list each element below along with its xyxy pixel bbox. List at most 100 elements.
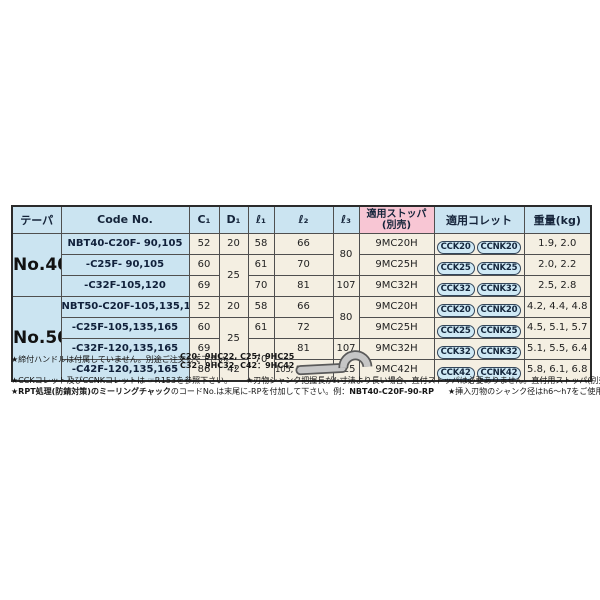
weight-cell: 5.1, 5.5, 6.4 (523, 337, 592, 360)
collet-badge: CCK25 (436, 261, 475, 274)
weight-cell: 4.2, 4.4, 4.8 (523, 295, 592, 318)
note-stopper-ref: ★刃物シャンク把握長がℓ₁寸法より長い場合、直付ストッパは必要ありません。直付用… (246, 376, 600, 385)
l2-cell: 72 (273, 316, 334, 339)
l2-cell: 70 (273, 253, 334, 276)
spanner-codes-line1: C20：9HC22, C25：9HC25 (180, 352, 295, 361)
weight-cell: 5.8, 6.1, 6.8 (523, 358, 592, 381)
c1-cell: 60 (188, 316, 220, 339)
d1-cell: 25 (218, 316, 249, 360)
col-header-d1: D₁ (218, 205, 249, 234)
collet-badge: CCK42 (436, 366, 475, 380)
l2-cell: 66 (273, 232, 334, 255)
code-cell: -C25F-105,135,165 (60, 316, 190, 339)
spec-table: テーパ Code No. C₁ D₁ ℓ₁ ℓ₂ ℓ₃ 適用ストッパ (別売) … (11, 205, 592, 382)
l1-cell: 61 (247, 316, 275, 339)
col-header-l1: ℓ₁ (247, 205, 275, 234)
c1-cell: 52 (188, 232, 220, 255)
table-row: -C25F-105,135,165 60 25 61 72 9MC25H CCK… (12, 316, 592, 360)
d1-cell: 25 (218, 253, 249, 297)
note-collet-ref: ★CCKコレット及びCCNKコレットは ☞P.153を参照下さい。 (11, 376, 233, 385)
spanner-codes: C20：9HC22, C25：9HC25 C32：9HC32, C42：9HC4… (180, 352, 294, 370)
table-row: -C32F-120,135,165 69 70 81 107 9MC32H CC… (12, 337, 592, 381)
c1-cell: 60 (188, 253, 220, 276)
note-rpt-bold: RPT処理(防錆対策)のミーリングチャック (18, 387, 171, 396)
col-header-l3: ℓ₃ (332, 205, 360, 234)
col-header-weight: 重量(kg) (523, 205, 592, 234)
collet-badge: CCNK20 (476, 240, 522, 253)
col-header-stopper: 適用ストッパ (別売) (358, 205, 435, 234)
spanner-codes-line2: C32：9HC32, C42：9HC42 (180, 361, 295, 370)
collet-badge: CCNK32 (476, 282, 522, 295)
col-header-l2: ℓ₂ (273, 205, 334, 234)
collet-cell: CCK42 CCNK42 (433, 358, 525, 381)
l1-cell: 70 (247, 274, 275, 297)
note-shank: ★挿入刃物のシャンク径はh6〜h7をご使用下さい。 (447, 387, 600, 396)
hook-spanner-icon (295, 350, 373, 376)
stopper-cell: 9MC20H (358, 232, 435, 255)
collet-cell: CCK25 CCNK25 (433, 253, 525, 276)
table-row: -C32F-105,120 69 70 81 107 9MC32H CCK32 C… (12, 274, 592, 297)
note-rpt-star: ★ (11, 387, 19, 396)
weight-cell: 4.5, 5.1, 5.7 (523, 316, 592, 339)
c1-cell: 69 (188, 337, 220, 360)
code-cell: NBT50-C20F-105,135,165 (60, 295, 190, 318)
collet-badge: CCK32 (436, 282, 475, 295)
col-header-code: Code No. (60, 205, 190, 234)
collet-badge: CCNK20 (476, 303, 522, 316)
l1-cell: 58 (247, 295, 275, 318)
note-rpt-and-shank: ★RPT処理(防錆対策)のミーリングチャックのコードNo.は末尾に-RPを付加し… (11, 387, 600, 397)
table-row: No.40 NBT40-C20F- 90,105 52 20 58 66 80 … (11, 232, 592, 297)
l2-cell: 81 (273, 274, 334, 297)
col-header-taper: テーパ (11, 205, 62, 234)
header-row: テーパ Code No. C₁ D₁ ℓ₁ ℓ₂ ℓ₃ 適用ストッパ (別売) … (11, 205, 592, 234)
weight-cell: 1.9, 2.0 (523, 232, 592, 255)
d1-cell: 20 (218, 295, 249, 318)
code-cell: NBT40-C20F- 90,105 (60, 232, 190, 255)
collet-badge: CCK32 (436, 345, 475, 358)
note-rpt-rest: のコードNo.は末尾に-RPを付加して下さい。例： (170, 387, 350, 396)
l2-cell: 81 (273, 337, 334, 360)
stopper-cell: 9MC25H (358, 316, 435, 339)
stopper-cell: 9MC32H (358, 337, 435, 360)
note-rpt-example: NBT40-C20F-90-RP (349, 387, 434, 396)
code-cell: -C25F- 90,105 (60, 253, 190, 276)
collet-badge: CCK20 (436, 303, 475, 316)
stopper-cell: 9MC20H (358, 295, 435, 318)
l3-cell: 107 (332, 274, 360, 297)
col-header-c1: C₁ (188, 205, 220, 234)
collet-cell: CCK32 CCNK32 (433, 274, 525, 297)
l2-cell: 66 (273, 295, 334, 318)
stopper-cell: 9MC32H (358, 274, 435, 297)
collet-badge: CCK20 (436, 240, 475, 253)
code-cell: -C42F-120,135,165 (60, 358, 190, 381)
c1-cell: 52 (188, 295, 220, 318)
collet-badge: CCNK25 (476, 324, 522, 337)
weight-cell: 2.0, 2.2 (523, 253, 592, 276)
weight-cell: 2.5, 2.8 (523, 274, 592, 297)
code-cell: -C32F-105,120 (60, 274, 190, 297)
code-cell: -C32F-120,135,165 (60, 337, 190, 360)
collet-cell: CCK20 CCNK20 (433, 295, 525, 318)
col-header-collet: 適用コレット (433, 205, 525, 234)
collet-cell: CCK32 CCNK32 (433, 337, 525, 360)
d1-cell: 42 (218, 358, 249, 381)
c1-cell: 69 (188, 274, 220, 297)
table-row: -C25F- 90,105 60 25 61 70 9MC25H CCK25 CC… (12, 253, 592, 297)
stopper-cell: 9MC42H (358, 358, 435, 381)
l1-cell: 61 (247, 253, 275, 276)
table-row: No.50 NBT50-C20F-105,135,165 52 20 58 66… (11, 295, 592, 381)
collet-badge: CCNK32 (476, 345, 522, 358)
note-handle: ★締付ハンドルは付属していません。別途ご注文して下さい。 (11, 355, 234, 364)
note-references: ★CCKコレット及びCCNKコレットは ☞P.153を参照下さい。 ★刃物シャンク… (11, 376, 600, 386)
l1-cell: 70 (247, 337, 275, 381)
collet-badge: CCK25 (436, 324, 475, 337)
collet-cell: CCK20 CCNK20 (433, 232, 525, 255)
l3-cell: 80 (332, 232, 360, 276)
collet-badge: CCNK25 (476, 261, 522, 274)
taper-no50: No.50 (11, 295, 62, 381)
taper-no40: No.40 (11, 232, 62, 297)
c1-cell: 86 (188, 358, 220, 381)
d1-cell: 20 (218, 232, 249, 255)
collet-cell: CCK25 CCNK25 (433, 316, 525, 339)
